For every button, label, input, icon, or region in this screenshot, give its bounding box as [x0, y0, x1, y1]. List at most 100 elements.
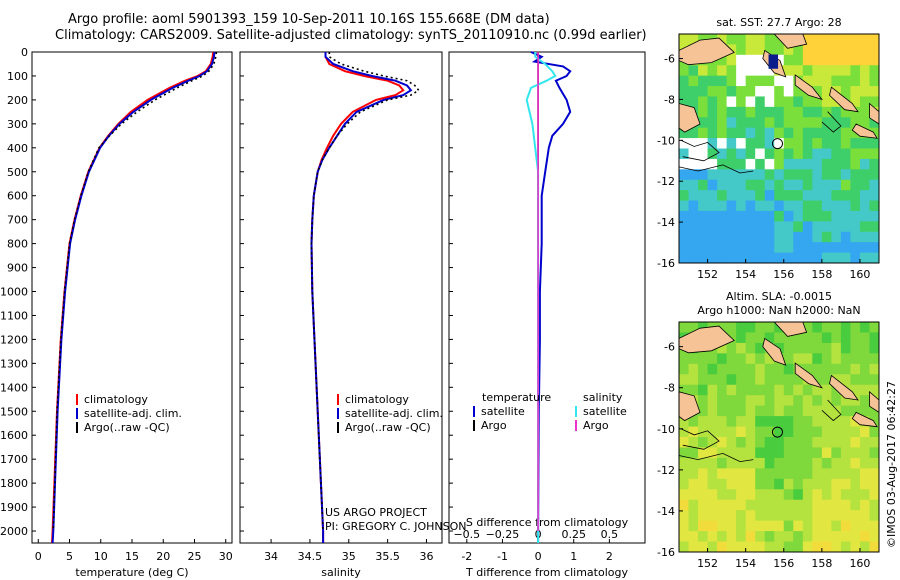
- map-cell: [717, 179, 728, 191]
- map-cell: [869, 86, 879, 98]
- map-cell: [812, 322, 823, 334]
- map-cell: [726, 65, 737, 77]
- map-cell: [774, 210, 785, 222]
- map-cell: [717, 148, 728, 160]
- map-cell: [764, 363, 775, 375]
- map-cell: [755, 148, 766, 160]
- map-cell: [859, 426, 871, 438]
- map-cell: [707, 353, 718, 365]
- map-cell: [764, 322, 775, 334]
- map-cell: [774, 75, 785, 87]
- map-cell: [764, 468, 775, 480]
- map-ytick-label: -16: [657, 546, 675, 559]
- map-cell: [821, 489, 832, 501]
- map-cell: [755, 531, 766, 543]
- map-cell: [840, 437, 852, 449]
- credit-project: US ARGO PROJECT: [325, 506, 427, 519]
- map-cell: [736, 531, 747, 543]
- map-cell: [783, 221, 794, 233]
- map-cell: [717, 457, 728, 469]
- map-cell: [736, 96, 747, 108]
- map-cell: [802, 200, 813, 212]
- map-cell: [736, 447, 747, 459]
- map-cell: [698, 384, 709, 396]
- map-cell: [688, 520, 699, 532]
- map-cell: [755, 210, 766, 222]
- map-cell: [812, 416, 823, 428]
- map-cell: [755, 322, 766, 334]
- map-ytick-label: -8: [664, 93, 675, 106]
- map-cell: [745, 200, 756, 212]
- map-cell: [831, 531, 842, 543]
- map-cell: [793, 489, 804, 501]
- depth-tick-label: 600: [7, 190, 28, 203]
- map-cell: [869, 384, 879, 396]
- map-cell: [850, 190, 861, 202]
- map-cell: [736, 34, 747, 46]
- depth-tick-label: 500: [7, 166, 28, 179]
- map-cell: [793, 65, 804, 77]
- map-cell: [783, 158, 794, 170]
- map-cell: [745, 426, 756, 438]
- map-cell: [802, 75, 813, 87]
- map-cell: [774, 148, 785, 160]
- map-cell: [793, 468, 804, 480]
- map-cell: [793, 127, 804, 139]
- map-cell: [840, 510, 852, 522]
- map-cell: [821, 457, 832, 469]
- difference-series-temperature-satellite: [530, 51, 572, 543]
- map-cell: [840, 86, 852, 98]
- difference-xtick-label: -2: [461, 550, 472, 563]
- map-cell: [736, 478, 747, 490]
- map-cell: [783, 437, 794, 449]
- map-xtick-label: 158: [811, 268, 832, 281]
- map-cell: [717, 106, 728, 118]
- map-cell: [840, 499, 852, 511]
- depth-tick-label: 800: [7, 238, 28, 251]
- map-cell: [679, 437, 690, 449]
- map-cell: [736, 221, 747, 233]
- map-cell: [707, 395, 718, 407]
- map-cell: [764, 531, 775, 543]
- map-cell: [850, 86, 861, 98]
- map-cell: [755, 158, 766, 170]
- map-cell: [859, 489, 871, 501]
- map-cell: [774, 44, 785, 56]
- map-cell: [821, 106, 832, 118]
- map-cell: [783, 127, 794, 139]
- map-cell: [679, 34, 690, 46]
- map-cell: [812, 65, 823, 77]
- map-cell: [840, 148, 852, 160]
- map-cell: [707, 405, 718, 417]
- map-cell: [698, 374, 709, 386]
- map-cell: [726, 54, 737, 66]
- map-cell: [840, 34, 852, 46]
- map-cell: [831, 169, 842, 181]
- map-cell: [783, 478, 794, 490]
- map-cell: [850, 96, 861, 108]
- map-cell: [812, 221, 823, 233]
- map-cell: [840, 405, 852, 417]
- map-cell: [755, 96, 766, 108]
- map-cell: [774, 200, 785, 212]
- map-cell: [717, 416, 728, 428]
- coast-contour: [821, 399, 842, 422]
- depth-tick-label: 1500: [0, 405, 28, 418]
- map-cell: [707, 221, 718, 233]
- map-cell: [679, 353, 690, 365]
- map-cell: [859, 322, 871, 334]
- map-cell: [812, 499, 823, 511]
- map-cell: [764, 117, 775, 129]
- map-cell: [717, 34, 728, 46]
- map-cell: [821, 499, 832, 511]
- map-cell: [707, 468, 718, 480]
- map-cell: [745, 342, 756, 354]
- map-cell: [783, 363, 794, 375]
- map-cell: [859, 374, 871, 386]
- map-cell: [679, 541, 690, 552]
- map-cell: [831, 221, 842, 233]
- map-cell: [783, 44, 794, 56]
- map-cell: [774, 242, 785, 254]
- map-cell: [679, 86, 690, 98]
- map-cell: [850, 384, 861, 396]
